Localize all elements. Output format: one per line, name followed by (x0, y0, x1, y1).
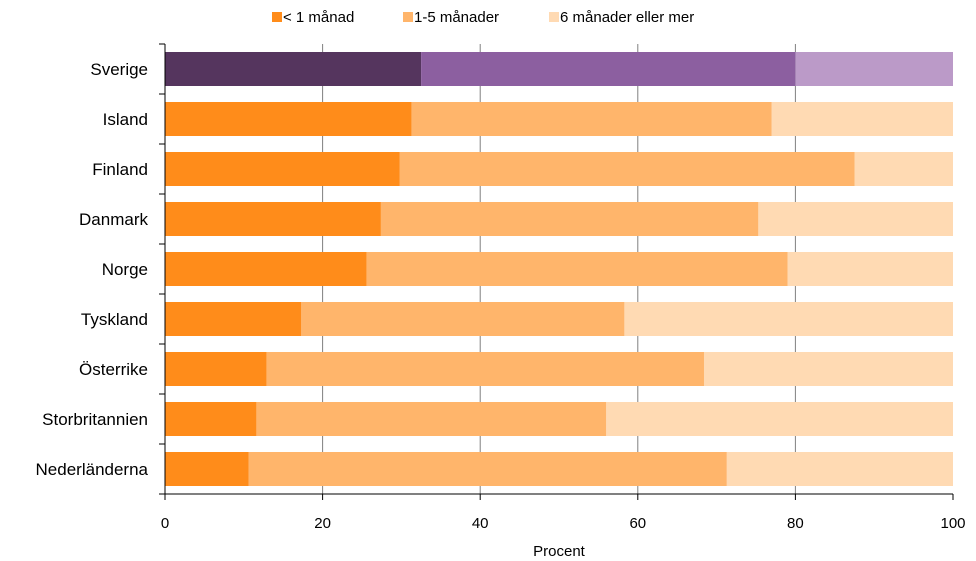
bar-8-0 (165, 452, 249, 486)
bar-7-2 (606, 402, 953, 436)
bar-2-2 (854, 152, 953, 186)
bar-0-1 (421, 52, 796, 86)
x-tick-label-2: 40 (472, 515, 489, 532)
bar-0-0 (165, 52, 422, 86)
bar-1-2 (771, 102, 953, 136)
bar-6-0 (165, 352, 267, 386)
category-label-6: Österrike (79, 360, 148, 379)
category-label-8: Nederländerna (36, 460, 149, 479)
category-label-3: Danmark (79, 210, 148, 229)
category-label-7: Storbritannien (42, 410, 148, 429)
bar-8-1 (248, 452, 727, 486)
category-label-5: Tyskland (81, 310, 148, 329)
x-tick-label-5: 100 (940, 515, 965, 532)
bar-4-0 (165, 252, 367, 286)
bar-3-2 (758, 202, 953, 236)
bar-3-1 (380, 202, 759, 236)
x-axis-title: Procent (533, 543, 586, 560)
bar-2-0 (165, 152, 400, 186)
x-tick-label-0: 0 (161, 515, 169, 532)
bar-3-0 (165, 202, 381, 236)
x-tick-label-4: 80 (787, 515, 804, 532)
bars (165, 52, 953, 486)
bar-4-1 (366, 252, 788, 286)
legend-swatch-1 (403, 12, 413, 22)
legend-label-1: 1-5 månader (414, 9, 499, 26)
bar-8-2 (726, 452, 953, 486)
legend-swatch-0 (272, 12, 282, 22)
x-tick-labels: 0 20 40 60 80 100 (161, 515, 966, 532)
bar-5-1 (301, 302, 625, 336)
bar-7-0 (165, 402, 257, 436)
x-tick-label-3: 60 (629, 515, 646, 532)
bar-5-2 (624, 302, 953, 336)
legend-label-0: < 1 månad (283, 9, 354, 26)
bar-4-2 (787, 252, 953, 286)
plot-frame (159, 43, 954, 500)
bar-0-2 (795, 52, 953, 86)
category-label-1: Island (103, 110, 148, 129)
bar-1-1 (411, 102, 772, 136)
legend-label-2: 6 månader eller mer (560, 9, 694, 26)
bar-7-1 (256, 402, 607, 436)
legend: < 1 månad 1-5 månader 6 månader eller mer (272, 9, 694, 26)
category-label-0: Sverige (90, 60, 148, 79)
bar-1-0 (165, 102, 412, 136)
category-label-2: Finland (92, 160, 148, 179)
category-labels: Sverige Island Finland Danmark Norge Tyskland… (36, 60, 149, 479)
category-label-4: Norge (102, 260, 148, 279)
bar-6-1 (266, 352, 704, 386)
bar-6-2 (703, 352, 953, 386)
x-tick-label-1: 20 (314, 515, 331, 532)
legend-swatch-2 (549, 12, 559, 22)
bar-5-0 (165, 302, 302, 336)
bar-2-1 (399, 152, 855, 186)
